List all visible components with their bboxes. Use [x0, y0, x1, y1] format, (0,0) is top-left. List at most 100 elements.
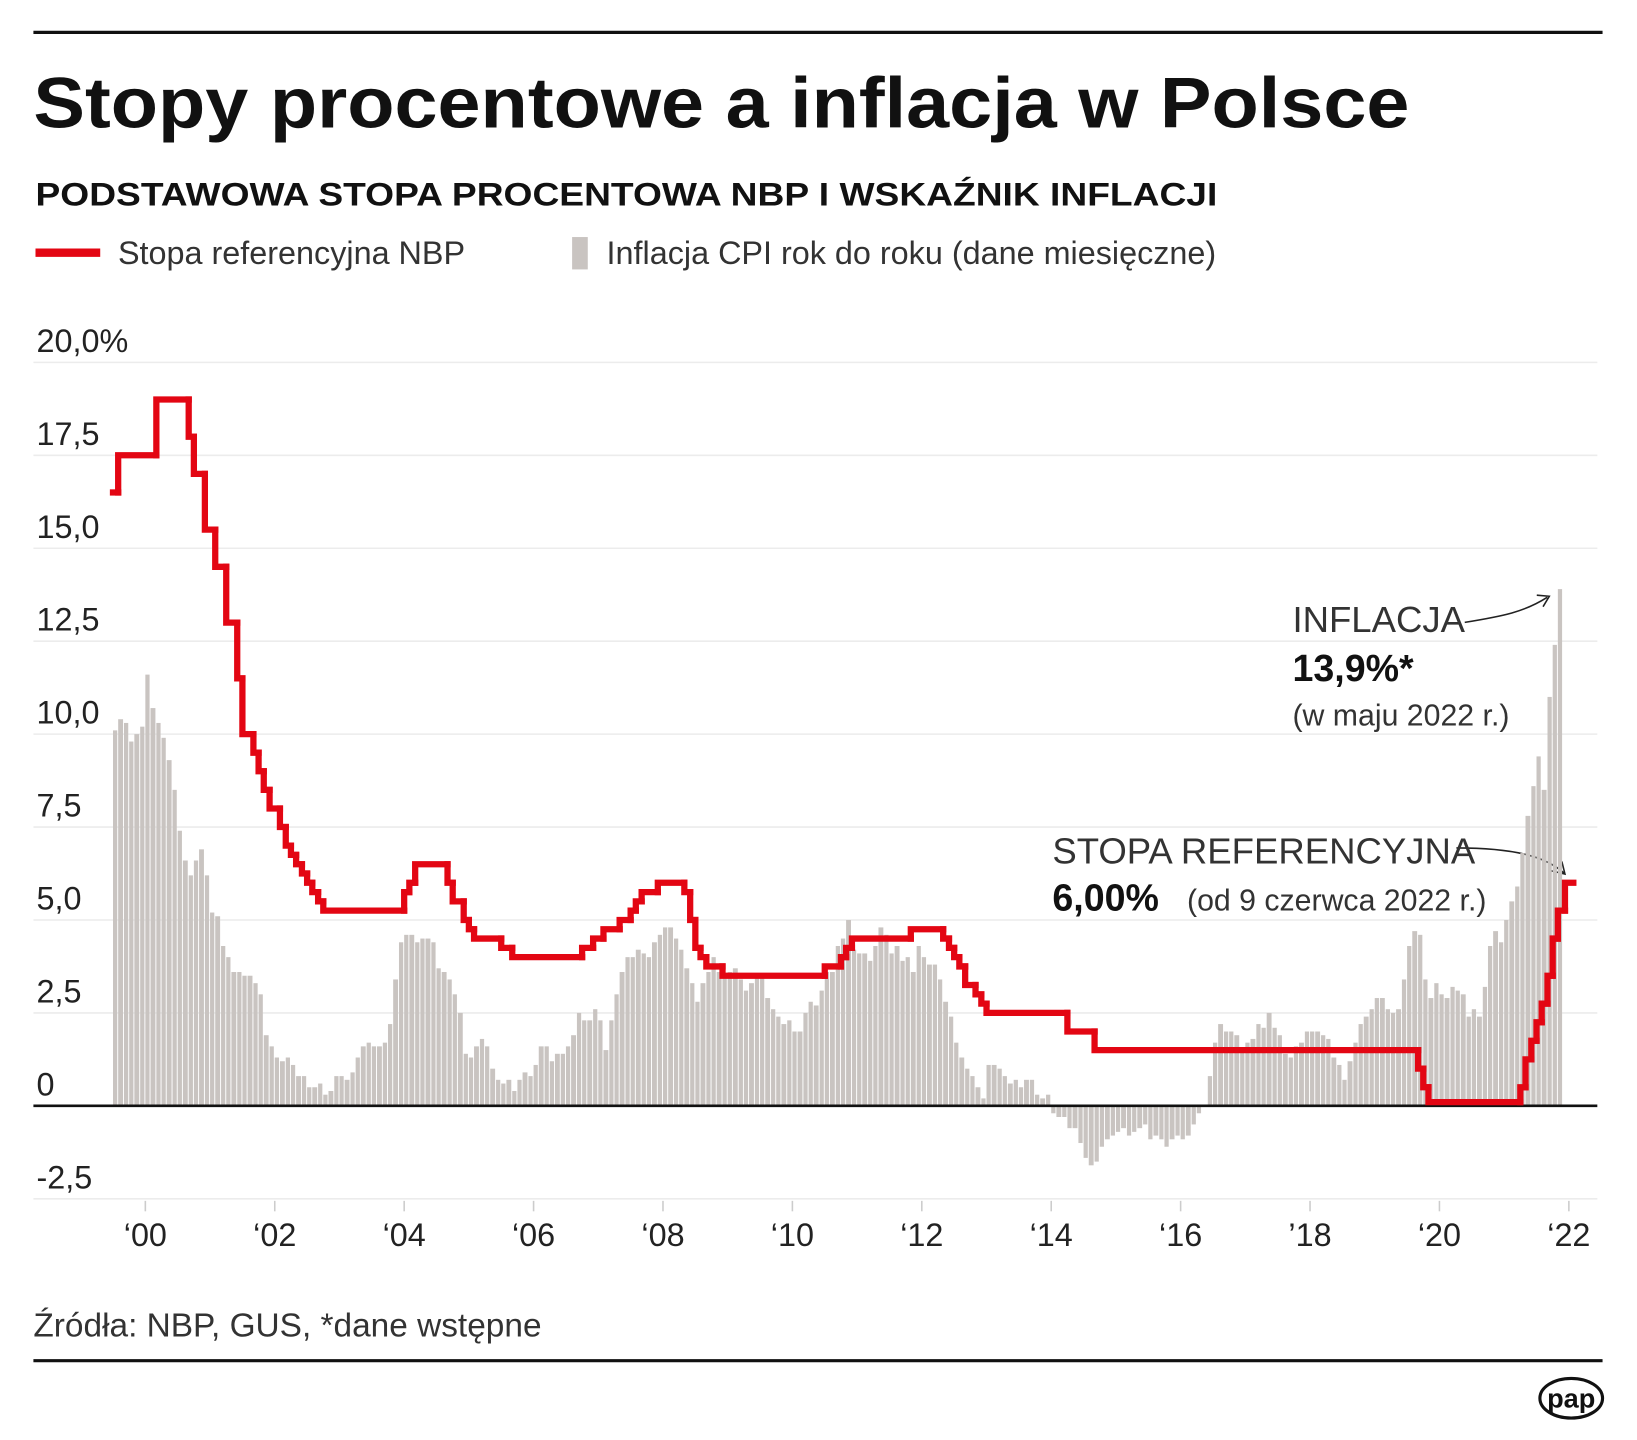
bar [1509, 901, 1515, 1106]
bar [582, 1020, 587, 1106]
bar [1525, 815, 1531, 1106]
bar [463, 1053, 468, 1106]
bar [1164, 1105, 1169, 1147]
bar [166, 760, 172, 1106]
bar [1342, 1079, 1347, 1106]
bar [172, 789, 177, 1106]
bar [479, 1038, 485, 1106]
bar [544, 1046, 549, 1106]
bar [1428, 998, 1434, 1106]
bar [285, 1057, 290, 1106]
bar [905, 957, 910, 1106]
bar [868, 960, 873, 1106]
step-segment [498, 935, 516, 951]
bar [668, 927, 674, 1106]
bar [371, 1046, 377, 1106]
bar [1088, 1105, 1094, 1166]
y-tick-label: 2,5 [37, 973, 82, 1009]
bar [824, 972, 829, 1106]
bar [900, 960, 905, 1106]
step-segment [962, 963, 979, 989]
bar [732, 968, 738, 1106]
bar [727, 972, 732, 1106]
bar [1299, 1042, 1304, 1106]
step-segment [719, 963, 828, 979]
bar [1547, 696, 1552, 1106]
bar [355, 1057, 360, 1106]
bar [598, 1020, 603, 1106]
bar [1018, 1087, 1024, 1106]
step-segment [509, 944, 586, 961]
bar [662, 927, 668, 1106]
x-tick-label: ‘10 [771, 1217, 814, 1253]
bar [512, 1090, 517, 1106]
bar [1240, 1050, 1245, 1106]
bar [1412, 931, 1418, 1106]
bar [387, 1024, 393, 1106]
bar [787, 1020, 792, 1106]
bar [1250, 1038, 1256, 1106]
bar [1191, 1105, 1196, 1125]
bar [1115, 1105, 1121, 1132]
bar [997, 1068, 1002, 1106]
bar [247, 975, 253, 1106]
annotation-arrow [1464, 594, 1551, 624]
bar [684, 968, 690, 1106]
bar [1331, 1057, 1337, 1106]
bar [145, 674, 150, 1106]
bar [431, 942, 436, 1106]
bar [269, 1046, 274, 1106]
bar [1137, 1105, 1143, 1129]
bar [565, 1046, 571, 1106]
bar [1159, 1105, 1164, 1140]
bar [156, 722, 161, 1106]
bar [474, 1046, 479, 1106]
bar [1396, 1009, 1401, 1106]
bar [522, 1072, 528, 1106]
bar [490, 1068, 496, 1106]
bar [1272, 1027, 1277, 1106]
bar [878, 927, 884, 1106]
rate-line [109, 396, 1577, 1106]
bar [1245, 1042, 1250, 1106]
annotation-note: (od 9 czerwca 2022 r.) [1187, 885, 1486, 918]
annotation-value: 6,00% [1052, 877, 1159, 919]
bar [587, 1020, 593, 1106]
y-tick-label: 20,0% [37, 323, 129, 359]
bar [404, 934, 409, 1106]
bar [792, 1031, 797, 1106]
bar [334, 1076, 339, 1106]
bar [468, 1057, 474, 1106]
y-tick-label: 17,5 [37, 416, 100, 452]
x-tick-label: ‘04 [383, 1217, 426, 1253]
step-segment [1091, 1028, 1422, 1054]
bar [1056, 1105, 1062, 1117]
bar [1078, 1105, 1083, 1144]
bar [415, 942, 420, 1106]
bar [625, 957, 630, 1106]
bar [630, 957, 635, 1106]
bar [1515, 886, 1520, 1106]
bar [1067, 1105, 1072, 1129]
bar [614, 994, 619, 1106]
step-segment [470, 926, 505, 942]
bar [1143, 1105, 1148, 1125]
bar [646, 957, 652, 1106]
bar [1434, 983, 1439, 1106]
step-segment [320, 898, 408, 914]
bar [975, 1087, 981, 1106]
x-tick-label: ‘06 [512, 1217, 555, 1253]
bar [716, 972, 722, 1106]
step-segment [212, 526, 230, 570]
bar [1051, 1105, 1056, 1114]
bar [797, 1031, 803, 1106]
bar [1482, 986, 1488, 1106]
bar [889, 953, 894, 1106]
bar [279, 1061, 285, 1106]
step-segment [654, 879, 688, 896]
bar [651, 942, 657, 1106]
legend-swatch [572, 237, 588, 270]
bar [231, 972, 237, 1106]
